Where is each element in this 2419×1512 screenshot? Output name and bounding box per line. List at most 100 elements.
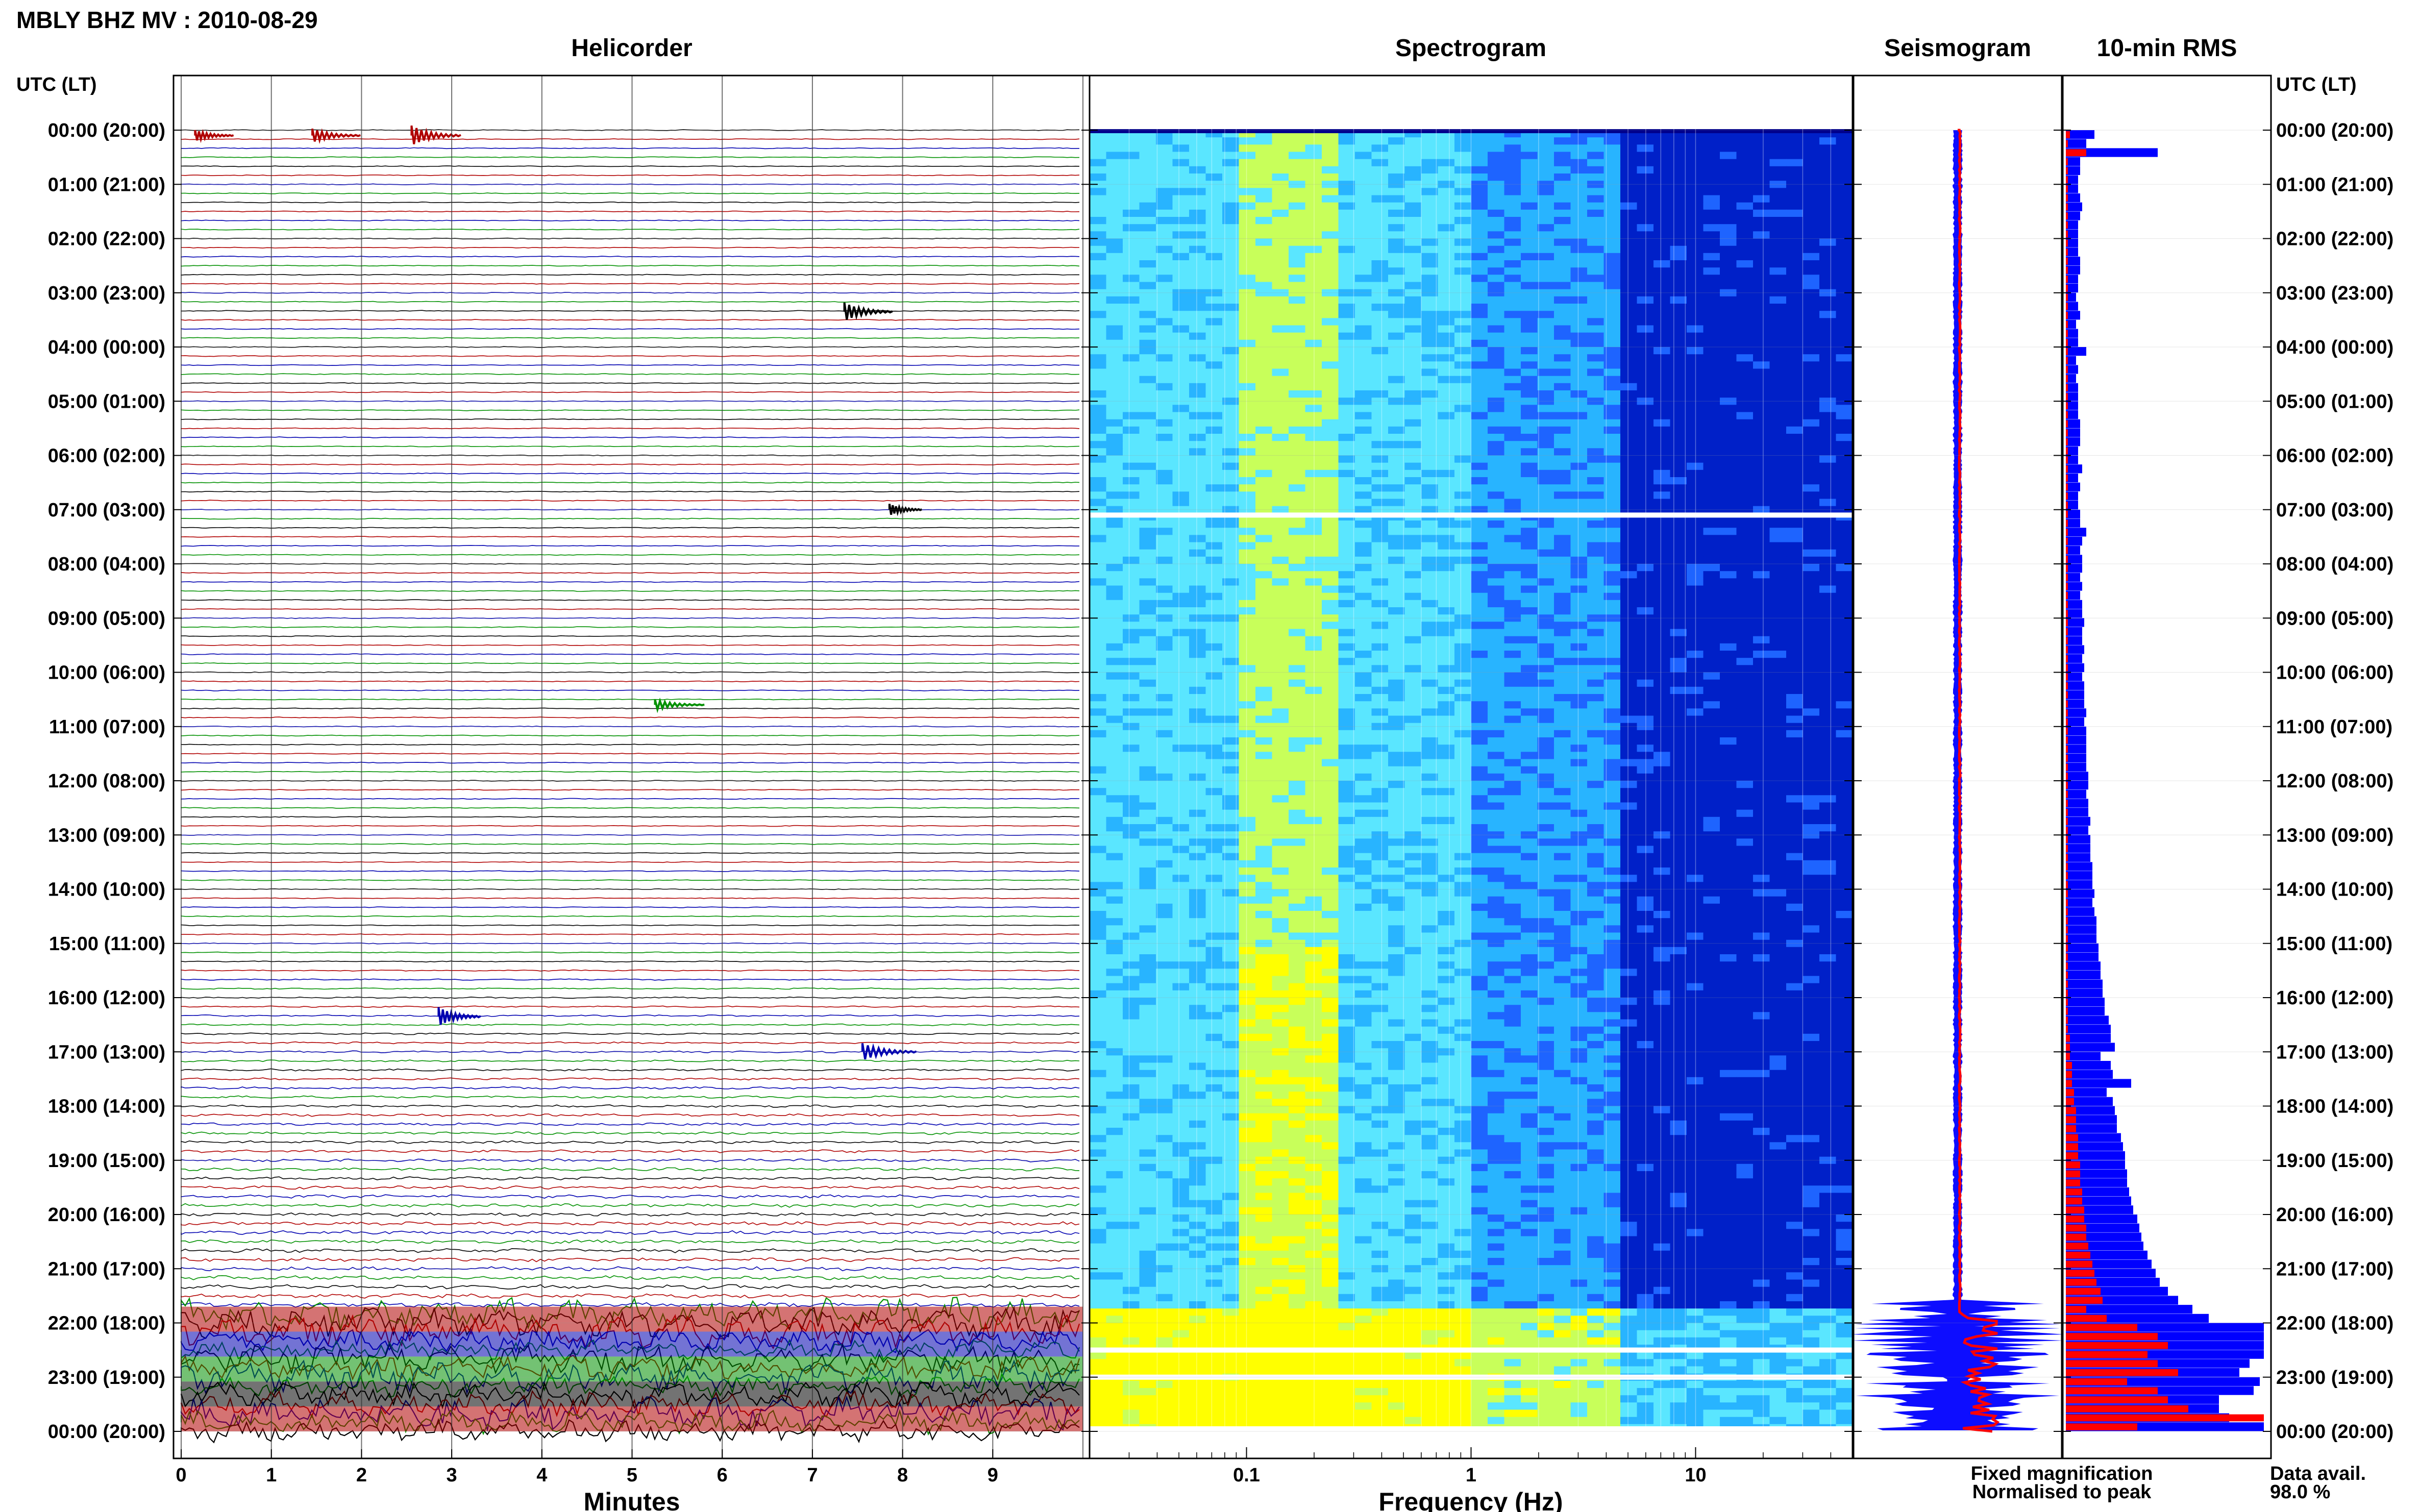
- spectrogram-cell: [1819, 332, 1837, 340]
- spectrogram-cell: [1488, 144, 1505, 153]
- spectrogram-cell: [1488, 708, 1505, 716]
- spectrogram-cell: [1769, 217, 1787, 225]
- spectrogram-cell: [1488, 434, 1505, 441]
- spectrogram-cell: [1653, 831, 1671, 839]
- spectrogram-cell: [1603, 332, 1621, 340]
- spectrogram-cell: [1355, 636, 1372, 644]
- spectrogram-cell: [1421, 730, 1439, 738]
- spectrogram-cell: [1836, 195, 1853, 203]
- spectrogram-cell: [1404, 383, 1422, 391]
- spectrogram-cell: [1819, 752, 1837, 760]
- time-label-right: 06:00 (02:00): [2276, 445, 2393, 467]
- spectrogram-cell: [1205, 376, 1223, 384]
- helicorder-trace: [181, 508, 1080, 511]
- spectrogram-cell: [1322, 622, 1339, 630]
- spectrogram-cell: [1504, 390, 1521, 398]
- spectrogram-cell: [1255, 332, 1273, 340]
- spectrogram-cell: [1404, 304, 1422, 311]
- spectrogram-cell: [1338, 773, 1355, 781]
- spectrogram-cell: [1338, 614, 1355, 622]
- spectrogram-cell: [1438, 354, 1455, 362]
- spectrogram-cell: [1355, 737, 1372, 745]
- spectrogram-cell: [1305, 622, 1322, 630]
- spectrogram-cell: [1836, 679, 1853, 687]
- spectrogram-cell: [1222, 651, 1240, 658]
- spectrogram-cell: [1371, 195, 1389, 203]
- spectrogram-cell: [1255, 520, 1273, 528]
- spectrogram-cell: [1454, 441, 1472, 449]
- spectrogram-cell: [1687, 499, 1704, 507]
- spectrogram-cell: [1156, 289, 1173, 297]
- spectrogram-cell: [1222, 231, 1240, 239]
- spectrogram-cell: [1521, 535, 1538, 543]
- spectrogram-cell: [1156, 462, 1173, 470]
- spectrogram-cell: [1637, 405, 1654, 413]
- spectrogram-cell: [1703, 730, 1720, 738]
- spectrogram-cell: [1836, 339, 1853, 348]
- spectrogram-cell: [1421, 802, 1439, 810]
- spectrogram-cell: [1488, 715, 1505, 724]
- spectrogram-cell: [1637, 152, 1654, 160]
- spectrogram-cell: [1521, 564, 1538, 572]
- spectrogram-cell: [1139, 217, 1156, 225]
- rms-title: 10-min RMS: [2097, 35, 2237, 62]
- spectrogram-cell: [1371, 665, 1389, 673]
- spectrogram-cell: [1123, 275, 1140, 283]
- spectrogram-cell: [1836, 686, 1853, 695]
- spectrogram-cell: [1189, 542, 1206, 550]
- spectrogram-cell: [1488, 325, 1505, 333]
- spectrogram-cell: [1803, 737, 1820, 745]
- spectrogram-cell: [1454, 556, 1472, 564]
- spectrogram-cell: [1687, 188, 1704, 196]
- spectrogram-cell: [1305, 368, 1322, 377]
- spectrogram-cell: [1438, 419, 1455, 427]
- spectrogram-cell: [1289, 564, 1306, 572]
- spectrogram-cell: [1189, 267, 1206, 275]
- spectrogram-cell: [1471, 398, 1488, 405]
- spectrogram-cell: [1819, 412, 1837, 420]
- spectrogram-cell: [1620, 766, 1638, 774]
- spectrogram-cell: [1554, 600, 1571, 608]
- spectrogram-cell: [1769, 296, 1787, 304]
- spectrogram-cell: [1289, 361, 1306, 369]
- spectrogram-cell: [1338, 556, 1355, 564]
- spectrogram-cell: [1454, 838, 1472, 847]
- spectrogram-cell: [1123, 766, 1140, 774]
- spectrogram-cell: [1239, 658, 1256, 665]
- spectrogram-cell: [1736, 737, 1754, 745]
- spectrogram-cell: [1653, 245, 1671, 254]
- spectrogram-cell: [1106, 477, 1123, 485]
- spectrogram-cell: [1172, 339, 1190, 348]
- spectrogram-cell: [1836, 296, 1853, 304]
- spectrogram-cell: [1703, 658, 1720, 665]
- spectrogram-cell: [1603, 405, 1621, 413]
- spectrogram-cell: [1753, 679, 1770, 687]
- spectrogram-cell: [1753, 643, 1770, 651]
- spectrogram-cell: [1504, 296, 1521, 304]
- spectrogram-cell: [1819, 636, 1837, 644]
- spectrogram-cell: [1205, 499, 1223, 507]
- spectrogram-cell: [1289, 289, 1306, 297]
- spectrogram-cell: [1388, 592, 1405, 601]
- spectrogram-cell: [1272, 614, 1289, 622]
- spectrogram-cell: [1736, 592, 1754, 601]
- spectrogram-cell: [1355, 318, 1372, 326]
- spectrogram-cell: [1504, 455, 1521, 463]
- spectrogram-cell: [1239, 665, 1256, 673]
- spectrogram-cell: [1355, 441, 1372, 449]
- spectrogram-cell: [1438, 339, 1455, 348]
- spectrogram-cell: [1189, 137, 1206, 145]
- spectrogram-cell: [1537, 311, 1554, 318]
- spectrogram-cell: [1222, 477, 1240, 485]
- spectrogram-cell: [1819, 795, 1837, 803]
- spectrogram-cell: [1239, 159, 1256, 167]
- helicorder-trace: [181, 1230, 1080, 1235]
- spectrogram-cell: [1753, 665, 1770, 673]
- spectrogram-cell: [1438, 245, 1455, 254]
- spectrogram-cell: [1156, 614, 1173, 622]
- spectrogram-cell: [1090, 636, 1107, 644]
- spectrogram-cell: [1637, 723, 1654, 731]
- spectrogram-cell: [1786, 752, 1804, 760]
- spectrogram-cell: [1305, 339, 1322, 348]
- spectrogram-cell: [1554, 455, 1571, 463]
